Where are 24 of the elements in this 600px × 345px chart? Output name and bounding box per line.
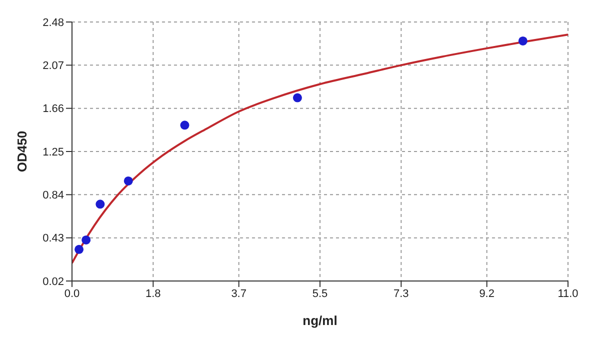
point <box>518 36 528 46</box>
point <box>74 244 84 254</box>
point <box>82 235 91 244</box>
y-tick-label: 0.84 <box>42 190 64 202</box>
y-tick-label: 2.07 <box>42 60 64 72</box>
x-tick-label: 5.5 <box>312 288 328 300</box>
x-tick-label: 0.0 <box>64 288 80 300</box>
y-tick-label: 1.66 <box>42 103 64 116</box>
point <box>96 200 105 209</box>
x-tick-label: 1.8 <box>146 288 161 300</box>
x-tick-label: 9.2 <box>479 288 494 300</box>
y-tick-label: 0.02 <box>42 276 64 288</box>
y-axis-title: OD450 <box>14 130 30 172</box>
line-series <box>72 34 568 264</box>
x-tick-label: 7.3 <box>394 288 409 300</box>
y-tick-label: 0.43 <box>42 232 64 245</box>
y-tick-label: 1.25 <box>42 146 64 158</box>
x-tick-label: 3.7 <box>231 288 246 300</box>
point <box>124 176 133 186</box>
point <box>180 120 190 130</box>
x-tick-label: 11.0 <box>558 288 578 300</box>
y-tick-label: 2.48 <box>42 16 64 29</box>
point <box>292 93 302 102</box>
x-axis-title: ng/ml <box>302 313 338 328</box>
